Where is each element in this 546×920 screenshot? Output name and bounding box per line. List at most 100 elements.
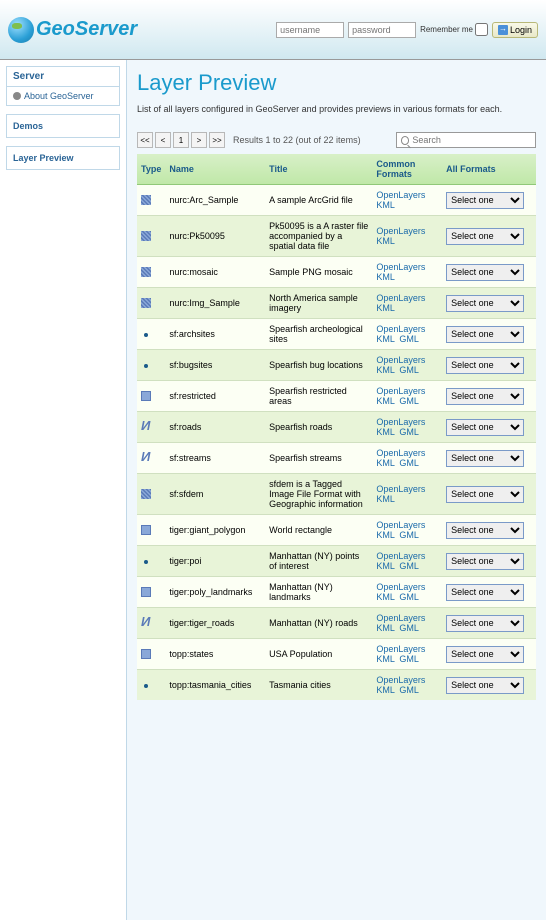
openlayers-link[interactable]: OpenLayers [376, 675, 425, 685]
gml-link[interactable]: GML [399, 561, 419, 571]
openlayers-link[interactable]: OpenLayers [376, 355, 425, 365]
openlayers-link[interactable]: OpenLayers [376, 582, 425, 592]
sidebar-item-about[interactable]: About GeoServer [7, 87, 119, 105]
line-icon: И [141, 449, 150, 464]
pager-first-button[interactable]: << [137, 132, 153, 148]
openlayers-link[interactable]: OpenLayers [376, 417, 425, 427]
format-select[interactable]: Select one [446, 553, 524, 570]
openlayers-link[interactable]: OpenLayers [376, 448, 425, 458]
format-select[interactable]: Select one [446, 192, 524, 209]
kml-link[interactable]: KML [376, 458, 395, 468]
format-select[interactable]: Select one [446, 228, 524, 245]
openlayers-link[interactable]: OpenLayers [376, 644, 425, 654]
openlayers-link[interactable]: OpenLayers [376, 386, 425, 396]
th-common[interactable]: Common Formats [372, 154, 442, 185]
polygon-icon [141, 391, 151, 401]
search-box[interactable] [396, 132, 536, 148]
cell-title: World rectangle [265, 515, 372, 546]
format-select[interactable]: Select one [446, 295, 524, 312]
logo[interactable]: GeoServer [8, 17, 137, 43]
openlayers-link[interactable]: OpenLayers [376, 293, 425, 303]
sidebar-item-label: About GeoServer [24, 91, 94, 101]
search-input[interactable] [412, 135, 531, 145]
gml-link[interactable]: GML [399, 334, 419, 344]
kml-link[interactable]: KML [376, 561, 395, 571]
kml-link[interactable]: KML [376, 685, 395, 695]
format-select[interactable]: Select one [446, 357, 524, 374]
kml-link[interactable]: KML [376, 494, 395, 504]
format-select[interactable]: Select one [446, 615, 524, 632]
format-select[interactable]: Select one [446, 522, 524, 539]
remember-checkbox[interactable] [475, 23, 488, 36]
th-title[interactable]: Title [265, 154, 372, 185]
gml-link[interactable]: GML [399, 592, 419, 602]
gml-link[interactable]: GML [399, 530, 419, 540]
th-all[interactable]: All Formats [442, 154, 536, 185]
gml-link[interactable]: GML [399, 427, 419, 437]
kml-link[interactable]: KML [376, 334, 395, 344]
table-row: tiger:giant_polygonWorld rectangleOpenLa… [137, 515, 536, 546]
table-row: nurc:mosaicSample PNG mosaic OpenLayers K… [137, 257, 536, 288]
format-select[interactable]: Select one [446, 326, 524, 343]
cell-all-formats: Select one [442, 515, 536, 546]
table-row: nurc:Img_SampleNorth America sample imag… [137, 288, 536, 319]
table-header-row: Type Name Title Common Formats All Forma… [137, 154, 536, 185]
kml-link[interactable]: KML [376, 654, 395, 664]
format-select[interactable]: Select one [446, 450, 524, 467]
cell-title: Sample PNG mosaic [265, 257, 372, 288]
cell-type [137, 185, 165, 216]
pager-next-button[interactable]: > [191, 132, 207, 148]
openlayers-link[interactable]: OpenLayers [376, 484, 425, 494]
openlayers-link[interactable]: OpenLayers [376, 551, 425, 561]
kml-link[interactable]: KML [376, 365, 395, 375]
th-name[interactable]: Name [165, 154, 265, 185]
format-select[interactable]: Select one [446, 584, 524, 601]
format-select[interactable]: Select one [446, 264, 524, 281]
kml-link[interactable]: KML [376, 236, 395, 246]
format-select[interactable]: Select one [446, 677, 524, 694]
openlayers-link[interactable]: OpenLayers [376, 226, 425, 236]
format-select[interactable]: Select one [446, 388, 524, 405]
sidebar-item-layerpreview[interactable]: Layer Preview [6, 146, 120, 170]
sidebar-item-demos[interactable]: Demos [6, 114, 120, 138]
pager-prev-button[interactable]: < [155, 132, 171, 148]
kml-link[interactable]: KML [376, 396, 395, 406]
gml-link[interactable]: GML [399, 623, 419, 633]
gml-link[interactable]: GML [399, 654, 419, 664]
openlayers-link[interactable]: OpenLayers [376, 190, 425, 200]
gml-link[interactable]: GML [399, 458, 419, 468]
username-input[interactable] [276, 22, 344, 38]
gml-link[interactable]: GML [399, 685, 419, 695]
cell-title: Spearfish streams [265, 443, 372, 474]
cell-name: sf:bugsites [165, 350, 265, 381]
openlayers-link[interactable]: OpenLayers [376, 520, 425, 530]
th-type[interactable]: Type [137, 154, 165, 185]
page-title: Layer Preview [137, 70, 536, 96]
kml-link[interactable]: KML [376, 623, 395, 633]
kml-link[interactable]: KML [376, 272, 395, 282]
kml-link[interactable]: KML [376, 200, 395, 210]
gml-link[interactable]: GML [399, 396, 419, 406]
format-select[interactable]: Select one [446, 486, 524, 503]
cell-all-formats: Select one [442, 546, 536, 577]
pager-page[interactable]: 1 [173, 132, 189, 148]
openlayers-link[interactable]: OpenLayers [376, 324, 425, 334]
cell-name: nurc:mosaic [165, 257, 265, 288]
table-row: nurc:Pk50095Pk50095 is a A raster file a… [137, 216, 536, 257]
cell-title: Manhattan (NY) points of interest [265, 546, 372, 577]
kml-link[interactable]: KML [376, 303, 395, 313]
format-select[interactable]: Select one [446, 646, 524, 663]
kml-link[interactable]: KML [376, 592, 395, 602]
kml-link[interactable]: KML [376, 427, 395, 437]
cell-name: sf:streams [165, 443, 265, 474]
gml-link[interactable]: GML [399, 365, 419, 375]
password-input[interactable] [348, 22, 416, 38]
login-button[interactable]: Login [492, 22, 538, 38]
openlayers-link[interactable]: OpenLayers [376, 262, 425, 272]
cell-type [137, 288, 165, 319]
openlayers-link[interactable]: OpenLayers [376, 613, 425, 623]
cell-name: nurc:Pk50095 [165, 216, 265, 257]
pager-last-button[interactable]: >> [209, 132, 225, 148]
kml-link[interactable]: KML [376, 530, 395, 540]
format-select[interactable]: Select one [446, 419, 524, 436]
